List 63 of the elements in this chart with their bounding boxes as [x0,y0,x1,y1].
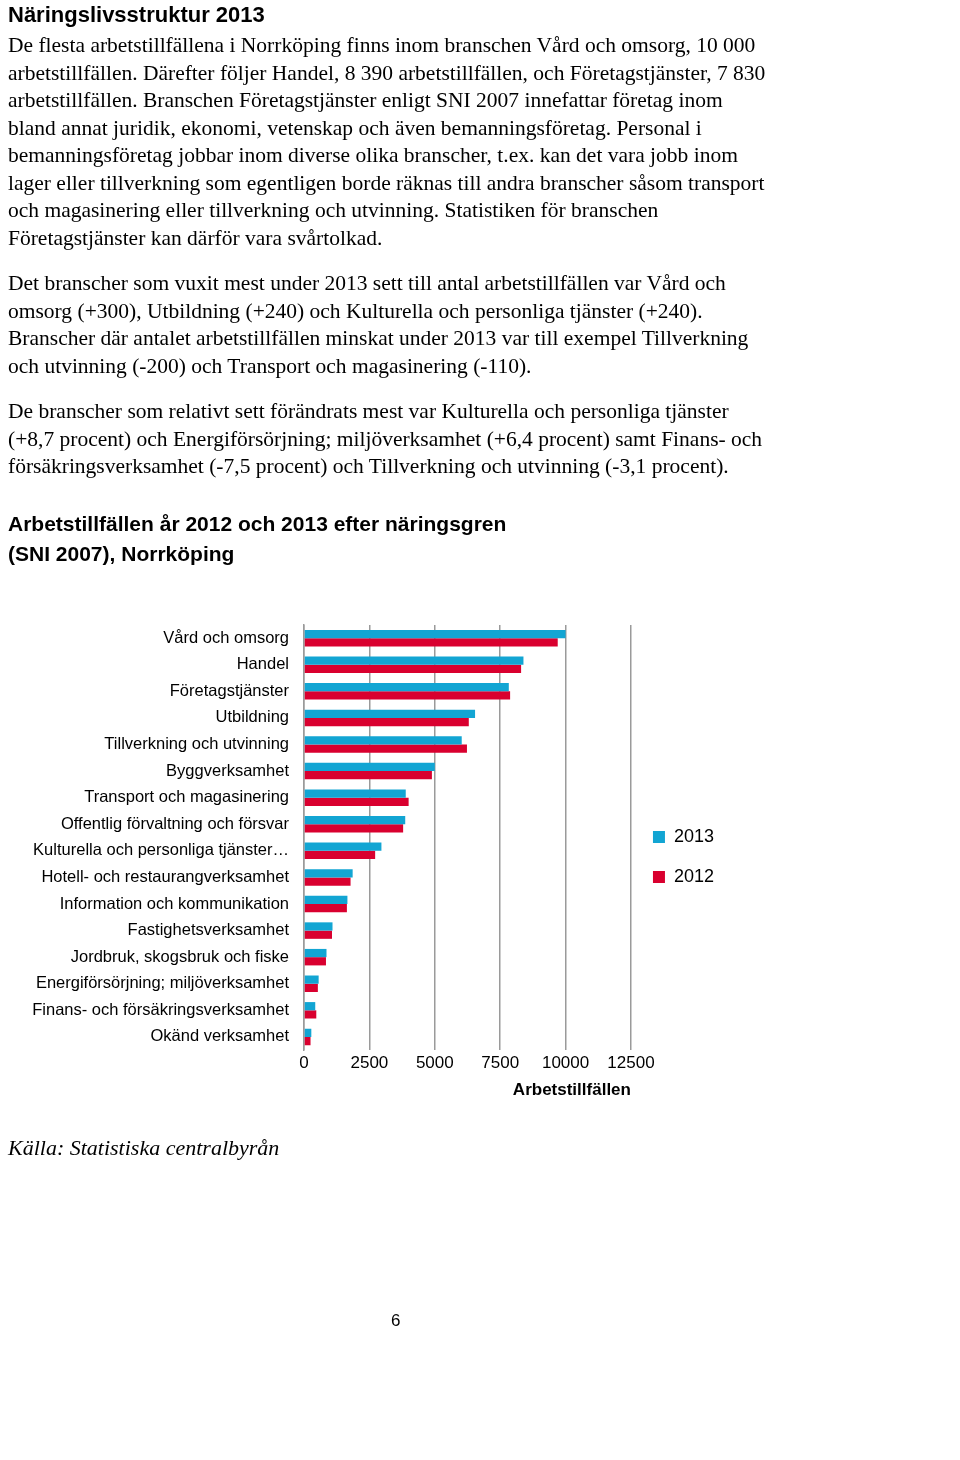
bar [304,850,376,859]
y-tick-label: Hotell- och restaurangverksamhet [41,866,290,885]
bar [304,903,347,912]
y-tick-label: Kulturella och personliga tjänster… [33,839,289,858]
bar [304,690,511,700]
y-tick-label: Energiförsörjning; miljöverksamhet [35,972,290,991]
legend-label: 2013 [673,825,714,846]
bar [304,823,404,832]
y-tick-label: Finans- och försäkringsverksamhet [32,999,290,1018]
y-tick-label: Information och kommunikation [59,893,289,912]
bar [304,637,558,646]
bar [304,868,353,877]
chart-title: Arbetstillfällen år 2012 och 2013 efter näringsgren (SNI 2007), Norrköping [8,510,508,567]
bar [304,629,566,638]
bar [304,762,435,771]
bar [304,797,409,806]
bar [304,717,469,726]
y-tick-label: Okänd verksamhet [150,1025,290,1044]
text: Källa: Statistiska centralbyrån [8,1134,281,1161]
bar [304,1009,317,1019]
x-tick-label: 12500 [607,1052,655,1072]
y-tick-label: Företagstjänster [169,680,290,699]
bar [304,895,348,904]
bar [304,1036,311,1045]
bar [304,842,382,851]
x-tick-label: 5000 [415,1052,454,1072]
y-tick-label: Utbildning [215,706,289,725]
bar [304,735,462,745]
text: Det branscher som vuxit mest under 2013 sett till antal arbetstillfällen var Vård och omsorg (+300), Utbildning (+240) och Kulturella och personliga tjänster (+240). Branscher där antalet arbetstillfällen minskat under 2013 var till exempel Tillverkning och utvinning (-200) och Transport och magasinering (-110). [8,270,750,380]
bar [304,682,509,691]
bar [304,975,319,984]
bar [304,1001,316,1010]
bar [304,709,476,718]
y-tick-label: Offentlig förvaltning och försvar [60,813,290,832]
x-tick-label: 2500 [350,1052,389,1072]
bar [304,656,524,665]
x-axis-title: Arbetstillfällen [512,1079,631,1099]
y-tick-label: Tillverkning och utvinning [104,733,289,752]
bar [304,788,406,798]
bar [304,983,318,992]
bar [304,948,327,957]
bar [304,956,326,965]
y-tick-label: Handel [236,653,289,672]
text: De branscher som relativt sett förändrats mest var Kulturella och personliga tjänster (+8,7 procent) och Energiförsörjning; miljöverksamhet (+6,4 procent) samt Finans- och försäkringsverksamhet (-7,5 procent) och Tillverkning och utvinning (-3,1 procent). [8,398,764,480]
y-tick-label: Transport och magasinering [84,786,289,805]
legend-label: 2012 [673,865,714,886]
x-tick-label: 0 [299,1052,309,1072]
x-tick-label: 10000 [541,1052,590,1072]
text: Näringslivsstruktur 2013 [8,2,266,28]
bar [304,664,522,673]
bar [304,930,332,939]
text: 6 [391,1310,402,1331]
text: De flesta arbetstillfällena i Norrköping finns inom branschen Vård och omsorg, 10 000 arbetstillfällen. Därefter följer Handel, 8 390 arbetstillfällen, och Företagstjänster, 7 830 arbetstillfällen. Branschen Företagstjänster enligt SNI 2007 innefattar företag inom bland annat juridik, ekonomi, vetenskap och även bemanningsföretag. Personal i bemanningsföretag jobbar inom diverse olika branscher, t.ex. kan det vara jobb inom lager eller tillverkning som egentligen borde räknas till andra branscher såsom transport och magasinering eller tillverkning och utvinning. Statistiken för branschen Företagstjänster kan därför vara svårtolkad. [8,32,767,252]
bar [304,921,333,931]
bar [304,815,406,824]
bar [304,744,467,753]
y-tick-label: Vård och omsorg [163,627,289,646]
y-tick-label: Jordbruk, skogsbruk och fiske [70,946,289,965]
bar [304,876,351,886]
bar [304,770,432,779]
y-tick-label: Byggverksamhet [166,760,290,779]
y-tick-label: Fastighetsverksamhet [127,919,290,938]
x-tick-label: 7500 [481,1052,520,1072]
